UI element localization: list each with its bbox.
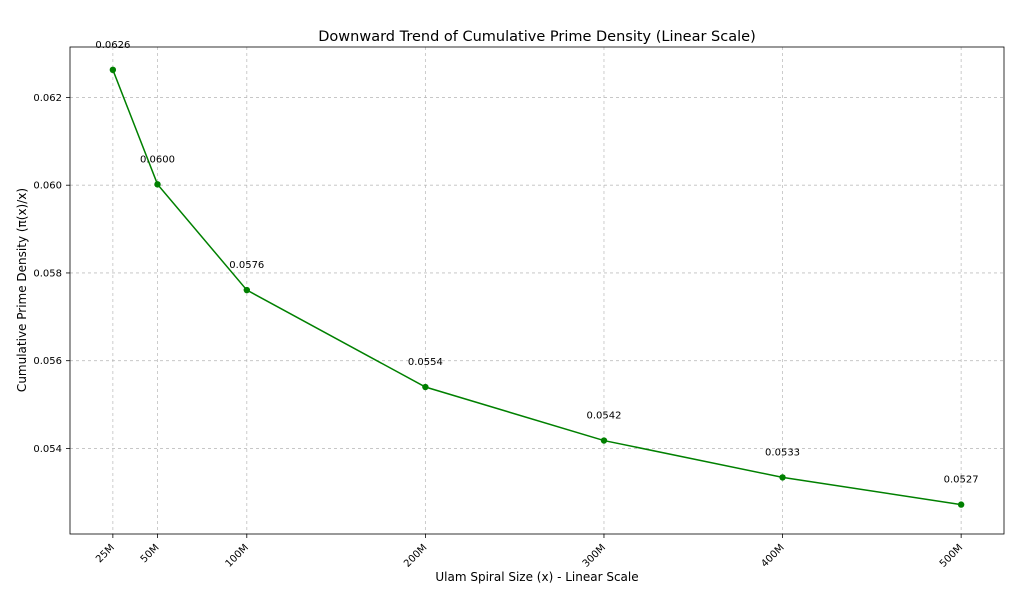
y-axis-title: Cumulative Prime Density (π(x)/x) (15, 188, 29, 392)
data-label: 0.0626 (95, 40, 130, 51)
x-tick-label: 100M (224, 542, 251, 569)
x-axis-title: Ulam Spiral Size (x) - Linear Scale (435, 570, 638, 584)
x-tick-label: 300M (581, 542, 608, 569)
x-axis: 25M 50M 100M 200M 300M 400M 500M (94, 534, 965, 570)
data-point (957, 501, 965, 508)
y-tick-label: 0.054 (33, 444, 62, 455)
plot-frame (69, 46, 1005, 535)
data-point (109, 66, 117, 74)
data-label: 0.0527 (944, 475, 979, 486)
y-tick-label: 0.060 (33, 181, 62, 192)
data-label: 0.0542 (586, 411, 621, 422)
x-tick-label: 25M (94, 542, 117, 565)
x-tick-label: 50M (139, 542, 162, 565)
data-point (154, 181, 161, 188)
x-tick-label: 500M (938, 542, 965, 569)
data-label: 0.0554 (408, 357, 443, 368)
data-point (243, 286, 250, 294)
data-label: 0.0576 (229, 260, 264, 271)
data-point (600, 437, 608, 444)
y-tick-label: 0.056 (33, 356, 62, 367)
y-axis: 0.054 0.056 0.058 0.060 0.062 (33, 93, 70, 455)
y-tick-label: 0.058 (33, 268, 62, 279)
data-point (779, 474, 786, 481)
data-point (422, 383, 429, 391)
series-line (112, 69, 962, 506)
chart-title: Downward Trend of Cumulative Prime Densi… (318, 29, 755, 45)
x-tick-label: 400M (759, 542, 786, 569)
x-tick-label: 200M (402, 542, 429, 569)
series-layer: 0.0626 0.0600 0.0576 0.0554 0.0542 0.0533 0.05… (95, 40, 979, 508)
data-label: 0.0600 (140, 154, 175, 165)
grid (70, 47, 1004, 534)
y-tick-label: 0.062 (33, 93, 62, 104)
data-label: 0.0533 (765, 447, 800, 458)
